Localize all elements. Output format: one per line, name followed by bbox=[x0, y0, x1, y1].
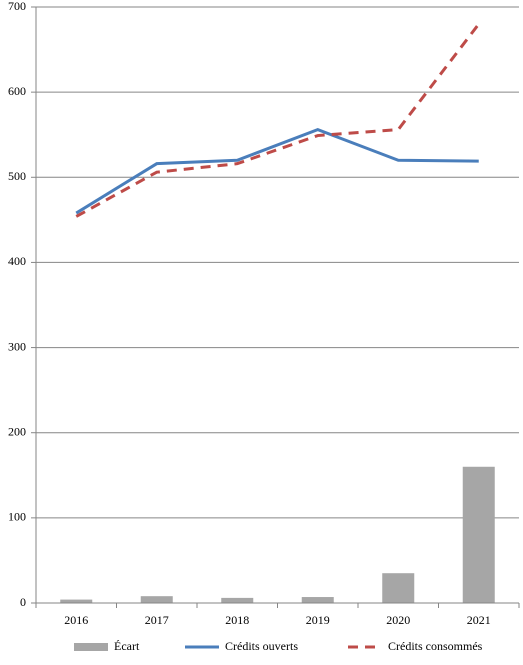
y-tick-label: 0 bbox=[20, 595, 26, 609]
legend-label: Écart bbox=[114, 639, 140, 653]
legend-label: Crédits ouverts bbox=[225, 639, 298, 653]
y-tick-label: 400 bbox=[8, 254, 26, 268]
x-tick-label: 2016 bbox=[64, 613, 88, 627]
bar bbox=[221, 597, 254, 603]
line bbox=[75, 23, 480, 218]
x-tick-label: 2019 bbox=[306, 613, 330, 627]
y-tick-label: 100 bbox=[8, 510, 26, 524]
x-tick-label: 2021 bbox=[467, 613, 491, 627]
bar bbox=[382, 573, 415, 603]
legend-label: Crédits consommés bbox=[388, 639, 483, 653]
bar bbox=[462, 466, 495, 603]
x-tick-label: 2017 bbox=[145, 613, 169, 627]
bar bbox=[140, 596, 173, 603]
y-tick-label: 500 bbox=[8, 169, 26, 183]
y-tick-label: 200 bbox=[8, 424, 26, 438]
line bbox=[75, 128, 479, 215]
bar bbox=[60, 599, 93, 603]
y-tick-label: 700 bbox=[8, 0, 26, 13]
y-tick-label: 600 bbox=[8, 84, 26, 98]
bar bbox=[301, 597, 334, 603]
legend-swatch bbox=[74, 643, 108, 651]
y-tick-label: 300 bbox=[8, 339, 26, 353]
x-tick-label: 2020 bbox=[386, 613, 410, 627]
x-tick-label: 2018 bbox=[225, 613, 249, 627]
